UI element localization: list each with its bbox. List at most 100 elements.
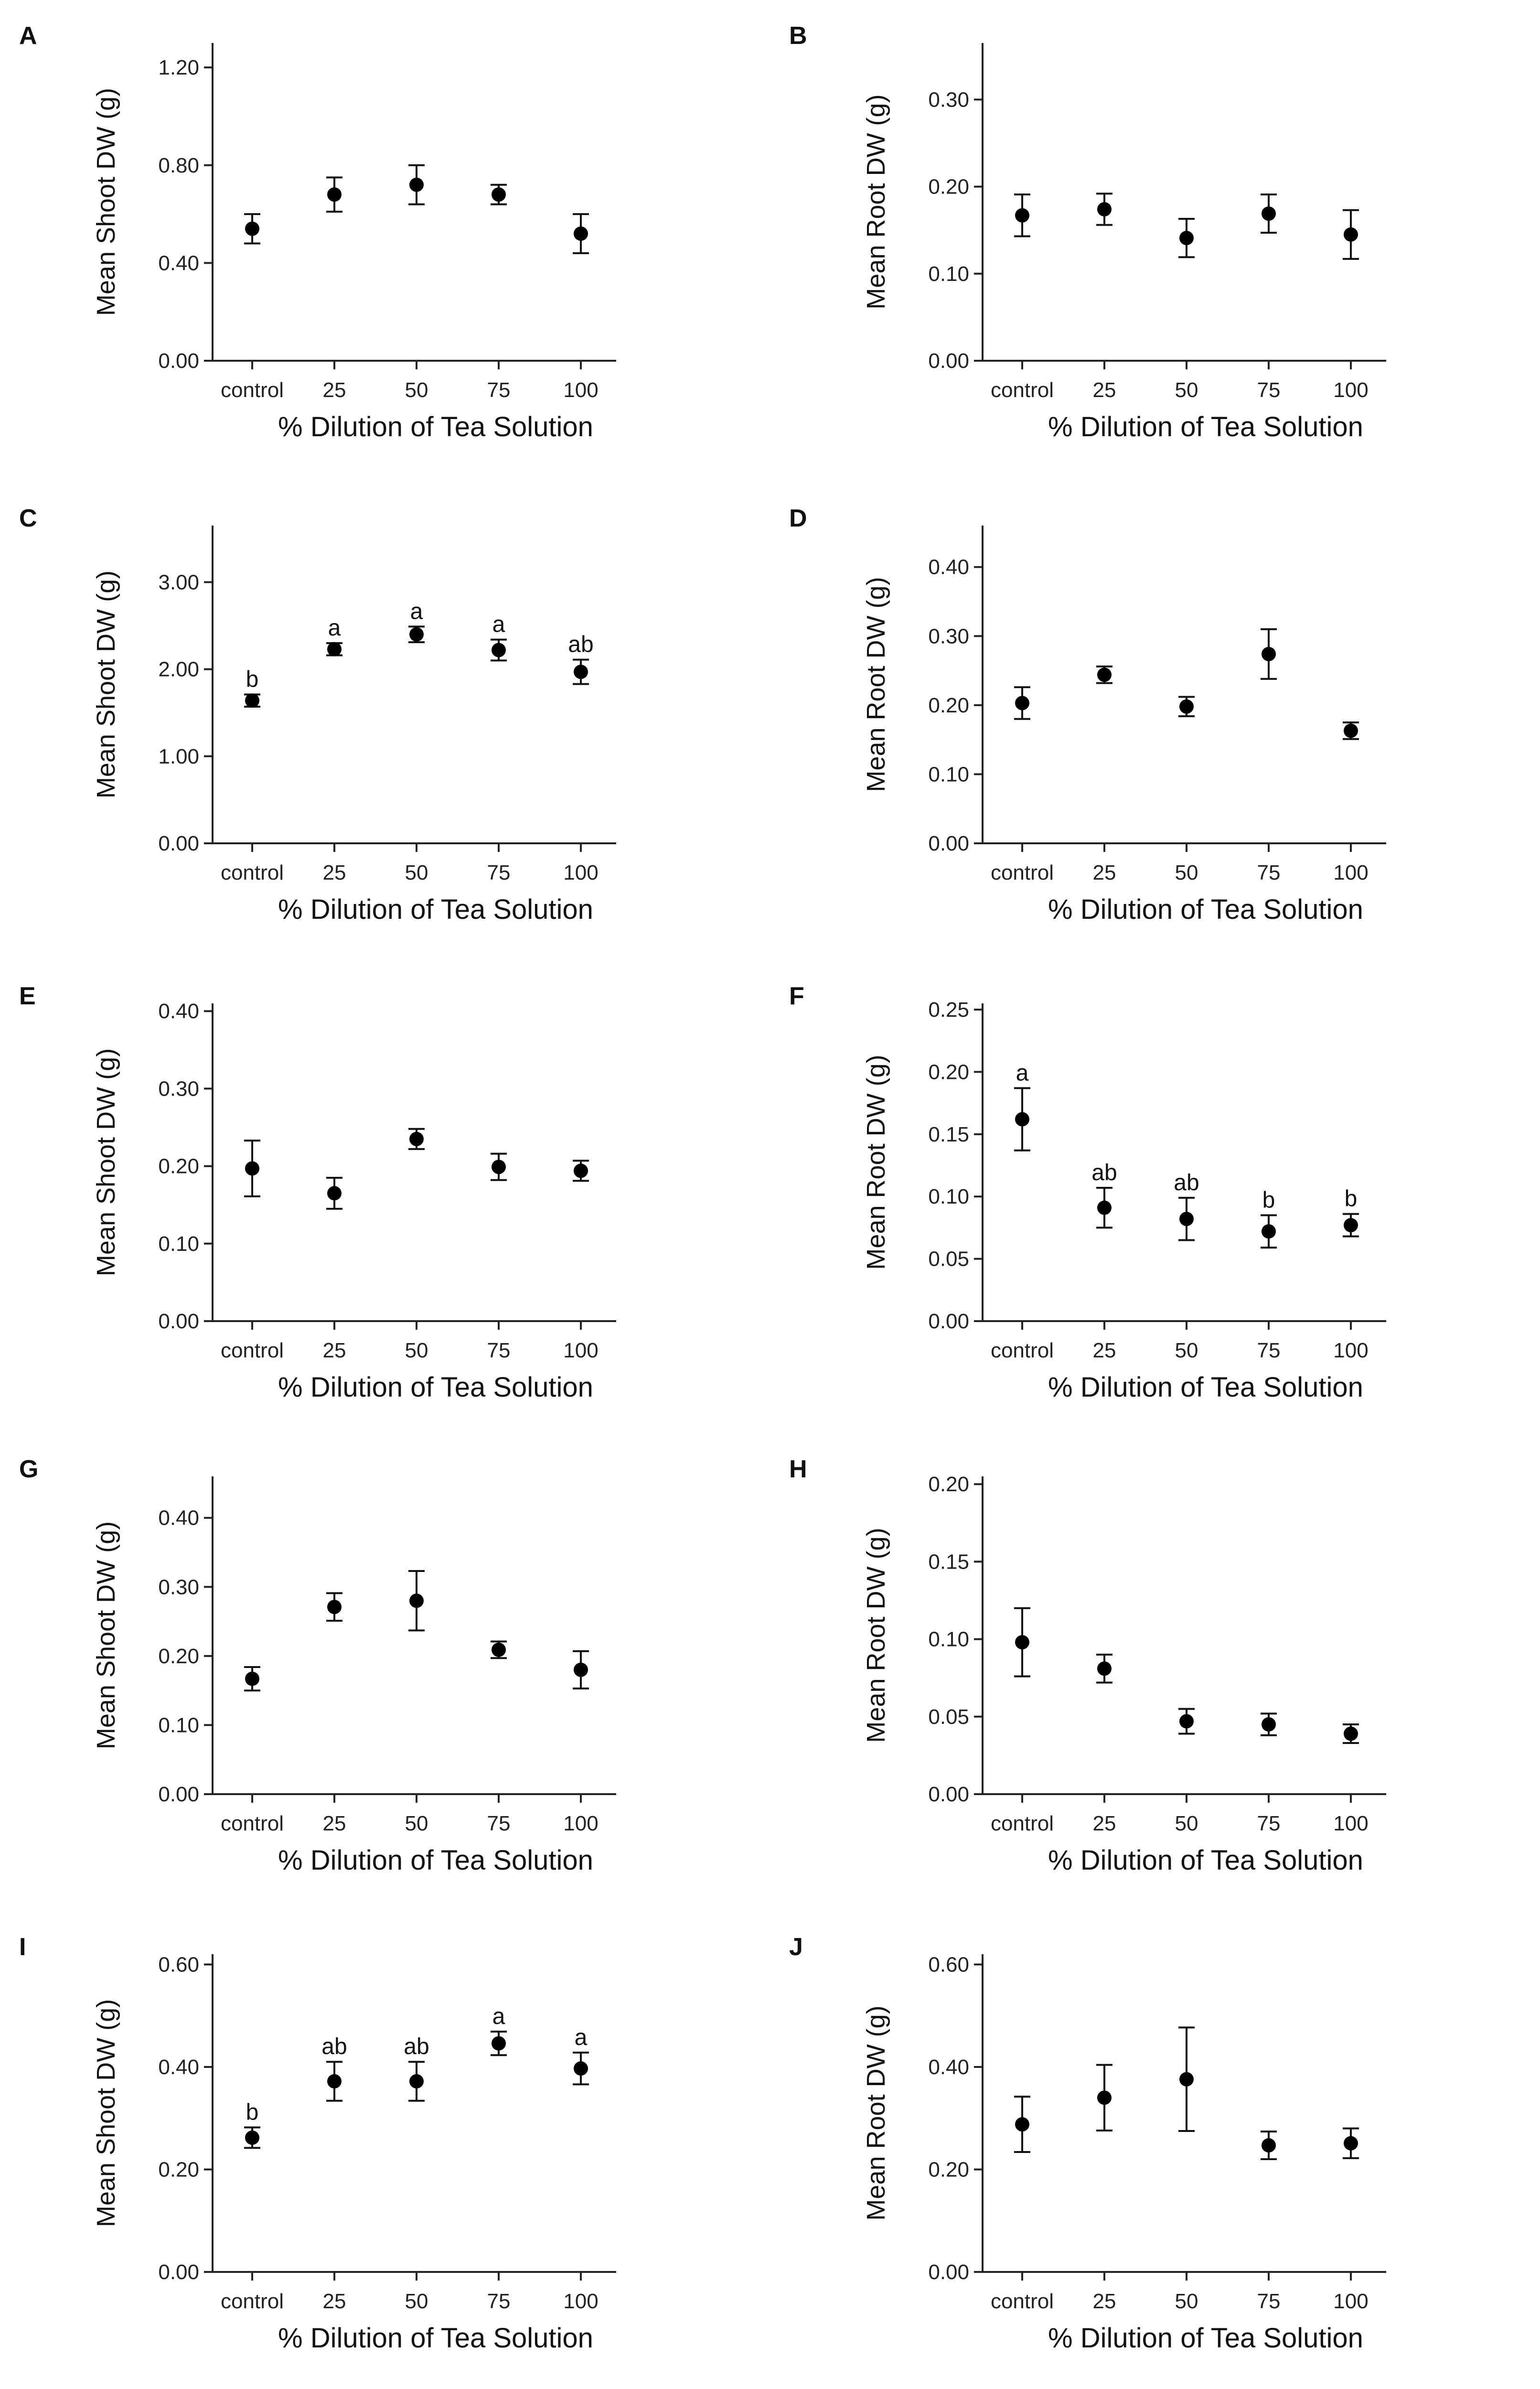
y-axis-title: Mean Shoot DW (g) <box>92 1999 120 2227</box>
x-tick-label: control <box>221 861 284 884</box>
y-tick-label: 0.00 <box>928 1310 969 1333</box>
data-point <box>327 2074 342 2088</box>
data-point <box>1097 202 1112 216</box>
y-tick-label: 0.20 <box>928 175 969 199</box>
data-point-group <box>573 213 589 254</box>
x-tick-label: 75 <box>487 1339 511 1362</box>
data-point <box>1097 2090 1112 2105</box>
data-point-group <box>1343 1723 1359 1744</box>
data-point-group: b <box>1343 1186 1359 1238</box>
y-tick-label: 0.10 <box>158 1713 199 1737</box>
y-tick-label: 0.10 <box>158 1232 199 1256</box>
data-point <box>1262 646 1276 661</box>
x-tick-label: 50 <box>405 2290 428 2313</box>
chart-panel-D: D 0.00 0.10 0.20 0.30 0.40 Mean Root DW (g) con… <box>770 483 1540 960</box>
data-point-group <box>1096 1654 1112 1684</box>
x-tick-label: 100 <box>1333 2290 1368 2313</box>
chart-svg-E: E 0.00 0.10 0.20 0.30 0.40 Mean Shoot DW (g) co… <box>19 982 616 1403</box>
data-point <box>1344 1218 1358 1233</box>
x-tick-label: 25 <box>1093 2290 1116 2313</box>
chart-panel-I: I 0.00 0.20 0.40 0.60 Mean Shoot DW (g) contro… <box>0 1911 770 2389</box>
data-point-group: a <box>573 2025 589 2086</box>
x-tick-label: control <box>991 2290 1054 2313</box>
y-tick-label: 0.20 <box>928 1473 969 1496</box>
y-tick-label: 0.00 <box>158 1310 199 1333</box>
x-tick-label: 25 <box>1093 861 1116 884</box>
data-point-group <box>573 1650 589 1690</box>
panel-letter: C <box>19 505 37 532</box>
x-tick-label: 100 <box>1333 861 1368 884</box>
x-tick-label: 75 <box>1257 861 1281 884</box>
x-tick-label: 50 <box>405 861 428 884</box>
x-tick-label: 25 <box>323 2290 346 2313</box>
data-point-group <box>326 1592 342 1622</box>
chart-svg-D: D 0.00 0.10 0.20 0.30 0.40 Mean Root DW (g) con… <box>789 505 1386 925</box>
y-tick-label: 0.40 <box>928 2055 969 2079</box>
data-point <box>1097 1661 1112 1676</box>
significance-label: a <box>492 612 505 637</box>
data-point-group <box>1096 2064 1112 2131</box>
x-axis-title: % Dilution of Tea Solution <box>1048 1845 1363 1876</box>
y-tick-label: 0.10 <box>928 763 969 786</box>
data-point <box>327 187 342 202</box>
chart-panel-F: F 0.00 0.05 0.10 0.15 0.20 0.25 Mean Root DW (g… <box>770 960 1540 1438</box>
data-point-group <box>1343 209 1359 260</box>
significance-label: b <box>246 2100 259 2125</box>
data-point <box>1344 2136 1358 2151</box>
data-point-group <box>1178 2026 1195 2132</box>
panel-letter: J <box>789 1933 803 1961</box>
y-tick-label: 0.15 <box>928 1123 969 1146</box>
y-tick-label: 1.00 <box>158 745 199 768</box>
y-tick-label: 0.10 <box>928 1185 969 1208</box>
y-tick-label: 0.15 <box>928 1550 969 1573</box>
data-point-group <box>1343 2127 1359 2159</box>
significance-label: b <box>1262 1187 1275 1213</box>
data-point-group: a <box>326 615 342 656</box>
x-axis-title: % Dilution of Tea Solution <box>1048 1372 1363 1403</box>
data-point-group: b <box>1261 1187 1277 1249</box>
x-tick-label: 25 <box>323 861 346 884</box>
data-point <box>409 1593 424 1608</box>
data-point <box>245 1671 259 1686</box>
x-tick-label: 75 <box>1257 2290 1281 2313</box>
y-axis-title: Mean Root DW (g) <box>862 1528 890 1743</box>
data-point-group: a <box>408 599 425 644</box>
data-point-group: b <box>244 2100 260 2149</box>
data-point-group <box>1261 1712 1277 1736</box>
x-tick-label: 50 <box>405 1339 428 1362</box>
chart-svg-F: F 0.00 0.05 0.10 0.15 0.20 0.25 Mean Root DW (g… <box>789 982 1386 1403</box>
chart-panel-E: E 0.00 0.10 0.20 0.30 0.40 Mean Shoot DW (g) co… <box>0 960 770 1438</box>
x-axis-title: % Dilution of Tea Solution <box>1048 894 1363 925</box>
data-point-group: a <box>491 2004 507 2056</box>
y-axis-title: Mean Root DW (g) <box>862 2005 890 2220</box>
y-tick-label: 0.00 <box>158 1783 199 1806</box>
data-point-group <box>408 164 425 205</box>
data-point <box>245 2130 259 2145</box>
significance-label: a <box>1016 1060 1029 1086</box>
y-tick-label: 0.05 <box>928 1248 969 1271</box>
significance-label: ab <box>321 2034 347 2059</box>
data-point <box>1344 227 1358 242</box>
x-tick-label: 100 <box>1333 1339 1368 1362</box>
data-point-group <box>1014 2096 1030 2153</box>
chart-svg-G: G 0.00 0.10 0.20 0.30 0.40 Mean Shoot DW (g) co… <box>19 1455 616 1876</box>
data-point <box>409 627 424 642</box>
x-tick-label: 25 <box>1093 378 1116 402</box>
y-axis-title: Mean Shoot DW (g) <box>92 1048 120 1276</box>
y-axis-title: Mean Root DW (g) <box>862 94 890 309</box>
x-axis-title: % Dilution of Tea Solution <box>278 1372 593 1403</box>
panel-letter: G <box>19 1455 38 1483</box>
y-tick-label: 0.00 <box>158 832 199 855</box>
x-tick-label: control <box>221 378 284 402</box>
data-point-group <box>491 183 507 205</box>
y-tick-label: 0.30 <box>928 88 969 111</box>
y-tick-label: 0.40 <box>158 1000 199 1023</box>
y-tick-label: 0.20 <box>928 2158 969 2181</box>
x-tick-label: 100 <box>1333 1812 1368 1835</box>
data-point <box>1262 1224 1276 1239</box>
x-tick-label: 50 <box>1175 1812 1198 1835</box>
panel-letter: D <box>789 505 807 532</box>
data-point-group: b <box>244 667 260 708</box>
data-point-group <box>1261 2131 1277 2161</box>
x-axis-title: % Dilution of Tea Solution <box>278 2323 593 2354</box>
